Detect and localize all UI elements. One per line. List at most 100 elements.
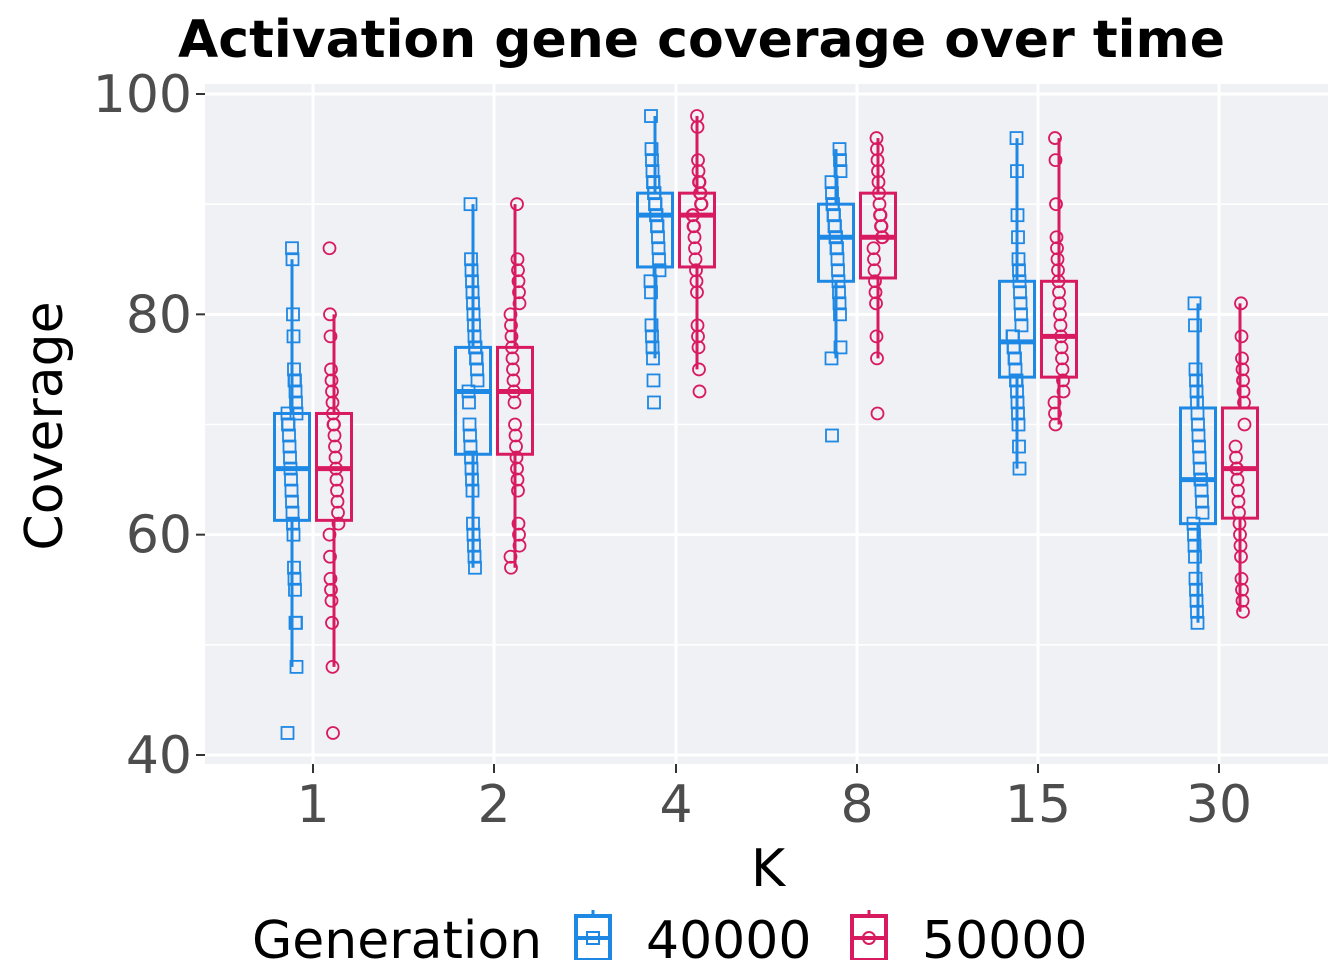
data-point [689, 263, 703, 278]
data-point [869, 329, 884, 344]
data-point [646, 351, 660, 366]
data-point [1190, 615, 1205, 630]
data-point [1190, 395, 1204, 410]
box-50000-k1 [315, 241, 353, 740]
data-point [1195, 505, 1210, 520]
data-point [692, 384, 707, 399]
data-point [508, 428, 523, 443]
data-point [323, 571, 338, 586]
data-point [867, 252, 881, 267]
data-point [329, 461, 343, 476]
data-point [509, 439, 523, 454]
data-point [868, 274, 882, 289]
data-point [287, 571, 302, 586]
box-50000-k2 [496, 197, 534, 575]
data-point [510, 252, 525, 267]
data-point [1189, 582, 1203, 597]
box-body [636, 191, 674, 269]
data-point [833, 307, 847, 322]
data-point [1051, 263, 1065, 278]
data-point [870, 142, 884, 156]
data-point [868, 285, 883, 300]
data-point [1186, 516, 1201, 531]
data-point [1187, 527, 1201, 542]
data-point [1237, 395, 1251, 410]
data-point [285, 505, 300, 520]
x-axis: 1 2 4 8 15 30 [296, 764, 1252, 835]
data-point [824, 175, 839, 190]
data-point [1195, 494, 1209, 509]
data-point [510, 461, 524, 476]
data-point [512, 527, 526, 542]
data-point [1235, 593, 1250, 608]
data-point [1191, 417, 1205, 432]
data-point [1048, 131, 1062, 145]
data-point [867, 263, 882, 278]
data-point [331, 516, 346, 531]
data-point [284, 472, 298, 487]
data-point [1192, 439, 1206, 454]
data-point [326, 406, 340, 421]
data-point [506, 373, 521, 388]
data-point [280, 406, 295, 421]
data-point [323, 329, 338, 344]
box-40000-k1 [273, 241, 311, 740]
legend-key-marker [862, 931, 876, 945]
data-point [470, 373, 485, 388]
data-point [323, 549, 337, 564]
data-point [287, 362, 301, 377]
data-point [1236, 373, 1250, 388]
data-point [1189, 373, 1203, 388]
data-point [324, 362, 338, 377]
y-tick-label: 40 [126, 726, 192, 786]
data-point [870, 351, 884, 366]
data-point [1051, 274, 1066, 289]
data-point [644, 318, 659, 333]
data-point [504, 318, 518, 333]
data-point [831, 263, 845, 278]
data-point [1228, 439, 1243, 454]
data-point [328, 439, 342, 454]
data-point [830, 252, 845, 267]
data-point [1193, 472, 1208, 487]
data-point [1236, 604, 1250, 619]
data-point [284, 483, 299, 498]
data-point [1235, 582, 1249, 597]
data-point [691, 340, 706, 355]
data-point [1188, 318, 1202, 333]
data-point [1009, 373, 1023, 388]
data-point [325, 395, 340, 410]
box-50000-k4 [678, 109, 716, 399]
data-point [1191, 428, 1206, 443]
data-point [688, 252, 703, 267]
box-body [454, 345, 492, 456]
data-point [833, 340, 848, 355]
data-point [833, 164, 848, 179]
data-point [1233, 527, 1247, 542]
data-point [1190, 604, 1204, 619]
data-point [465, 483, 480, 498]
data-point [1054, 340, 1069, 355]
data-point [1048, 406, 1062, 421]
data-point [1049, 230, 1064, 245]
y-tick-label: 80 [126, 285, 192, 345]
data-point [832, 296, 847, 311]
data-point [1012, 461, 1027, 476]
series-50000 [315, 109, 1259, 740]
data-point [647, 186, 661, 201]
data-point [869, 296, 883, 311]
data-point [322, 527, 337, 542]
data-point [1234, 549, 1248, 564]
data-point [1012, 274, 1027, 289]
data-point [512, 285, 526, 300]
data-point [1055, 351, 1069, 366]
data-point [325, 659, 340, 674]
data-point [1236, 384, 1251, 399]
data-point [461, 384, 476, 399]
data-point [873, 208, 887, 223]
data-point [1194, 483, 1209, 498]
data-point [692, 175, 706, 190]
data-point [688, 241, 702, 256]
data-point [1012, 439, 1026, 454]
data-point [468, 560, 482, 575]
